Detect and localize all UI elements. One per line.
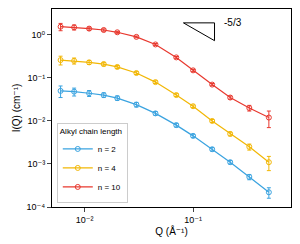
svg-text:10⁻¹: 10⁻¹ [27,73,45,83]
svg-text:10⁻¹: 10⁻¹ [184,215,202,225]
svg-text:n = 4: n = 4 [98,164,117,173]
svg-text:10⁻²: 10⁻² [27,116,45,126]
svg-text:n = 10: n = 10 [98,183,121,192]
svg-text:Q (Å⁻¹): Q (Å⁻¹) [155,225,188,237]
svg-text:10⁰: 10⁰ [32,30,46,40]
svg-text:Alkyl chain length: Alkyl chain length [60,127,122,136]
svg-text:-5/3: -5/3 [224,17,242,28]
svg-text:10⁻⁴: 10⁻⁴ [27,202,46,212]
svg-text:n = 2: n = 2 [98,145,117,154]
svg-text:I(Q) (cm⁻¹): I(Q) (cm⁻¹) [11,84,22,133]
svg-text:10⁻²: 10⁻² [76,215,94,225]
svg-text:10⁻³: 10⁻³ [27,159,45,169]
